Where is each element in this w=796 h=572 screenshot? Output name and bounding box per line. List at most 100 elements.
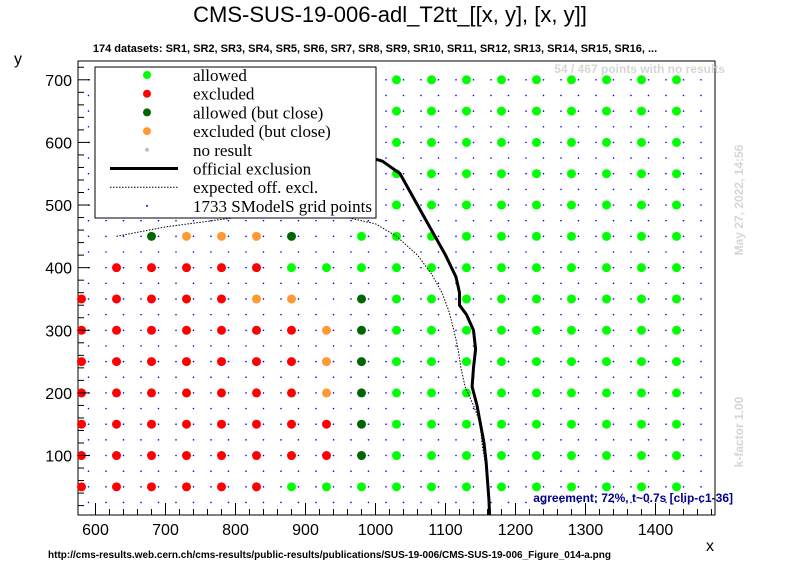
- point-allowed-but-close: [357, 451, 366, 461]
- grid-point: [595, 329, 597, 332]
- grid-point: [630, 439, 632, 441]
- grid-point: [175, 392, 177, 394]
- grid-point: [682, 125, 685, 128]
- grid-point: [612, 501, 615, 504]
- grid-point: [665, 313, 667, 316]
- grid-point: [700, 486, 702, 488]
- point-allowed: [462, 231, 471, 241]
- point-excluded: [112, 482, 121, 492]
- point-excluded: [147, 325, 156, 335]
- point-allowed-but-close: [357, 419, 366, 429]
- grid-point: [192, 501, 195, 504]
- point-excluded: [252, 388, 261, 398]
- point-allowed: [497, 482, 506, 492]
- point-allowed: [392, 75, 401, 85]
- point-excluded: [287, 388, 296, 398]
- point-allowed: [427, 325, 436, 335]
- point-excluded: [217, 263, 226, 273]
- grid-point: [542, 110, 545, 112]
- point-allowed: [497, 325, 506, 335]
- point-allowed: [602, 231, 611, 241]
- grid-point: [175, 313, 177, 316]
- grid-point: [245, 376, 247, 379]
- grid-point: [665, 204, 667, 206]
- no-results-note: 54 / 467 points with no results: [554, 62, 725, 76]
- grid-point: [420, 298, 422, 300]
- grid-point: [647, 313, 650, 316]
- grid-point: [175, 423, 177, 426]
- grid-point: [420, 125, 422, 128]
- point-excluded: [112, 263, 121, 273]
- grid-point: [612, 235, 615, 238]
- grid-point: [420, 345, 422, 347]
- grid-point: [700, 360, 702, 363]
- point-allowed: [392, 137, 401, 147]
- grid-point: [157, 439, 160, 441]
- point-excluded: [182, 482, 191, 492]
- grid-point: [542, 157, 545, 159]
- grid-point: [595, 94, 597, 97]
- grid-point: [385, 251, 387, 253]
- grid-point: [647, 172, 650, 175]
- grid-point: [122, 345, 125, 347]
- grid-point: [87, 282, 90, 285]
- grid-point: [157, 251, 160, 253]
- grid-point: [315, 235, 317, 238]
- grid-point: [595, 392, 597, 394]
- grid-point: [490, 407, 492, 410]
- grid-point: [350, 313, 352, 316]
- grid-point: [227, 376, 230, 379]
- grid-point: [665, 486, 667, 488]
- grid-point: [577, 188, 580, 191]
- point-allowed: [322, 482, 331, 492]
- grid-point: [472, 251, 475, 253]
- grid-point: [87, 313, 90, 316]
- grid-point: [577, 313, 580, 316]
- grid-point: [490, 454, 492, 457]
- grid-point: [665, 78, 667, 81]
- grid-point: [630, 251, 632, 253]
- grid-point: [595, 188, 597, 191]
- point-allowed: [427, 200, 436, 210]
- grid-point: [507, 282, 510, 285]
- point-allowed: [392, 200, 401, 210]
- grid-point: [140, 282, 142, 285]
- grid-point: [140, 313, 142, 316]
- grid-point: [577, 157, 580, 159]
- grid-point: [350, 266, 352, 269]
- grid-point: [122, 298, 125, 300]
- grid-point: [455, 157, 457, 159]
- grid-point: [175, 470, 177, 472]
- grid-point: [315, 360, 317, 363]
- grid-point: [490, 172, 492, 175]
- grid-point: [490, 266, 492, 269]
- grid-point: [507, 204, 510, 206]
- grid-point: [297, 376, 300, 379]
- point-allowed-but-close: [357, 325, 366, 335]
- grid-point: [437, 157, 440, 159]
- point-allowed: [392, 388, 401, 398]
- point-allowed: [462, 357, 471, 367]
- grid-point: [385, 313, 387, 316]
- grid-point: [87, 407, 90, 410]
- grid-point: [455, 486, 457, 488]
- point-allowed: [427, 451, 436, 461]
- grid-point: [367, 360, 370, 363]
- grid-point: [437, 141, 440, 144]
- grid-point: [507, 345, 510, 347]
- point-allowed: [672, 263, 681, 273]
- grid-point: [472, 125, 475, 128]
- point-allowed: [602, 294, 611, 304]
- grid-point: [472, 188, 475, 191]
- legend-box: [94, 66, 377, 219]
- grid-point: [262, 235, 265, 238]
- point-excluded: [217, 357, 226, 367]
- grid-point: [122, 360, 125, 363]
- grid-point: [385, 486, 387, 488]
- point-allowed: [462, 137, 471, 147]
- grid-point: [490, 141, 492, 144]
- grid-point: [437, 266, 440, 269]
- grid-point: [385, 470, 387, 472]
- grid-point: [630, 94, 632, 97]
- grid-point: [577, 439, 580, 441]
